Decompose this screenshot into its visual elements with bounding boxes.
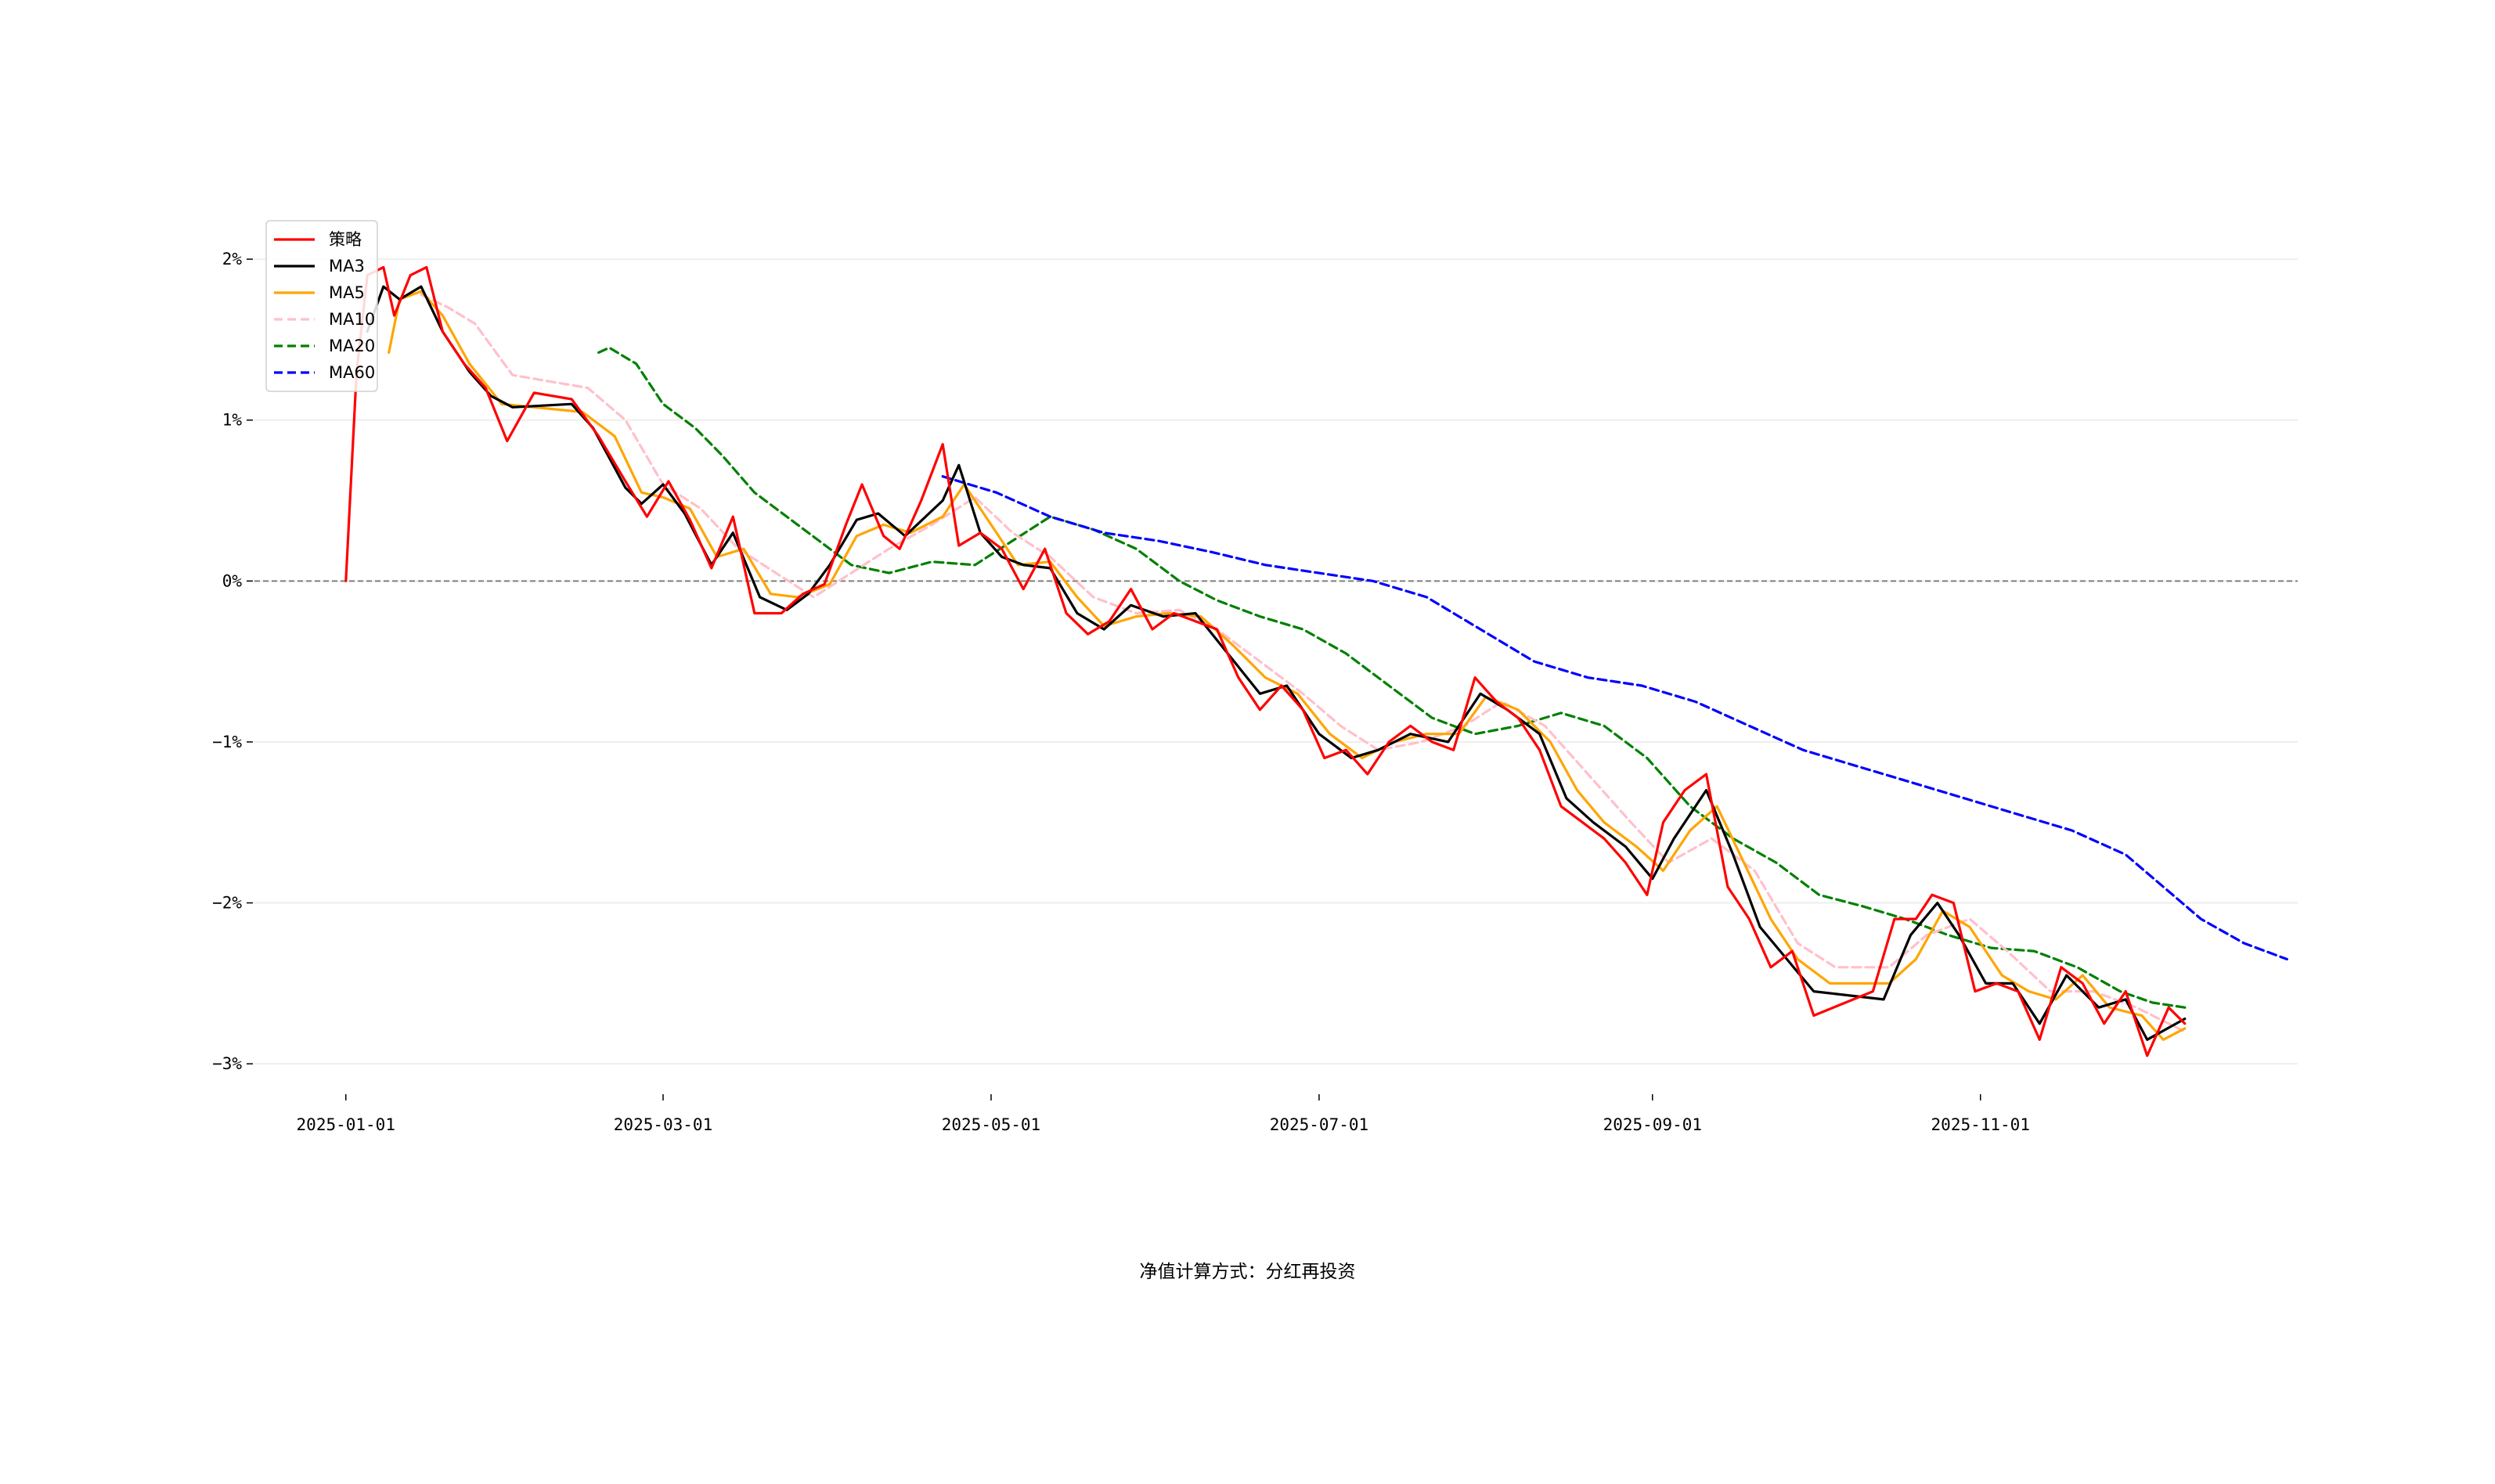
x-tick-label: 2025-03-01	[614, 1115, 712, 1134]
y-tick-label: 1%	[222, 411, 243, 430]
y-tick-label: −1%	[212, 733, 242, 751]
y-tick-label: 2%	[222, 250, 243, 268]
legend: 策略 MA3 MA5 MA10 MA20 MA60	[265, 220, 378, 392]
series-line-ma10	[420, 293, 2187, 1033]
legend-label: MA20	[329, 337, 375, 355]
y-tick-label: −2%	[212, 894, 242, 913]
x-tick-label: 2025-09-01	[1603, 1115, 1702, 1134]
legend-frame	[265, 220, 378, 392]
y-axis: 2% 1% 0% −1% −2% −3%	[212, 250, 253, 1073]
y-tick-label: −3%	[212, 1054, 242, 1073]
series-line-ma5	[388, 290, 2187, 1041]
series-line-ma60	[941, 475, 2288, 961]
grid	[254, 258, 2298, 1065]
x-axis: 2025-01-01 2025-03-01 2025-05-01 2025-07-01…	[297, 1094, 2030, 1134]
series-group	[344, 265, 2288, 1057]
caption: 净值计算方式：分红再投资	[1139, 1262, 1356, 1282]
series-line-ma3	[366, 285, 2187, 1041]
legend-label: 策略	[329, 230, 362, 249]
x-tick-label: 2025-07-01	[1270, 1115, 1368, 1134]
legend-label: MA5	[329, 283, 365, 302]
legend-label: MA60	[329, 363, 375, 382]
series-line-ma20	[597, 346, 2187, 1009]
legend-label: MA3	[329, 257, 365, 276]
y-tick-label: 0%	[222, 571, 243, 590]
x-tick-label: 2025-05-01	[942, 1115, 1040, 1134]
x-tick-label: 2025-11-01	[1931, 1115, 2030, 1134]
x-tick-label: 2025-01-01	[297, 1115, 395, 1134]
legend-label: MA10	[329, 310, 375, 329]
series-line-strategy	[344, 265, 2187, 1057]
